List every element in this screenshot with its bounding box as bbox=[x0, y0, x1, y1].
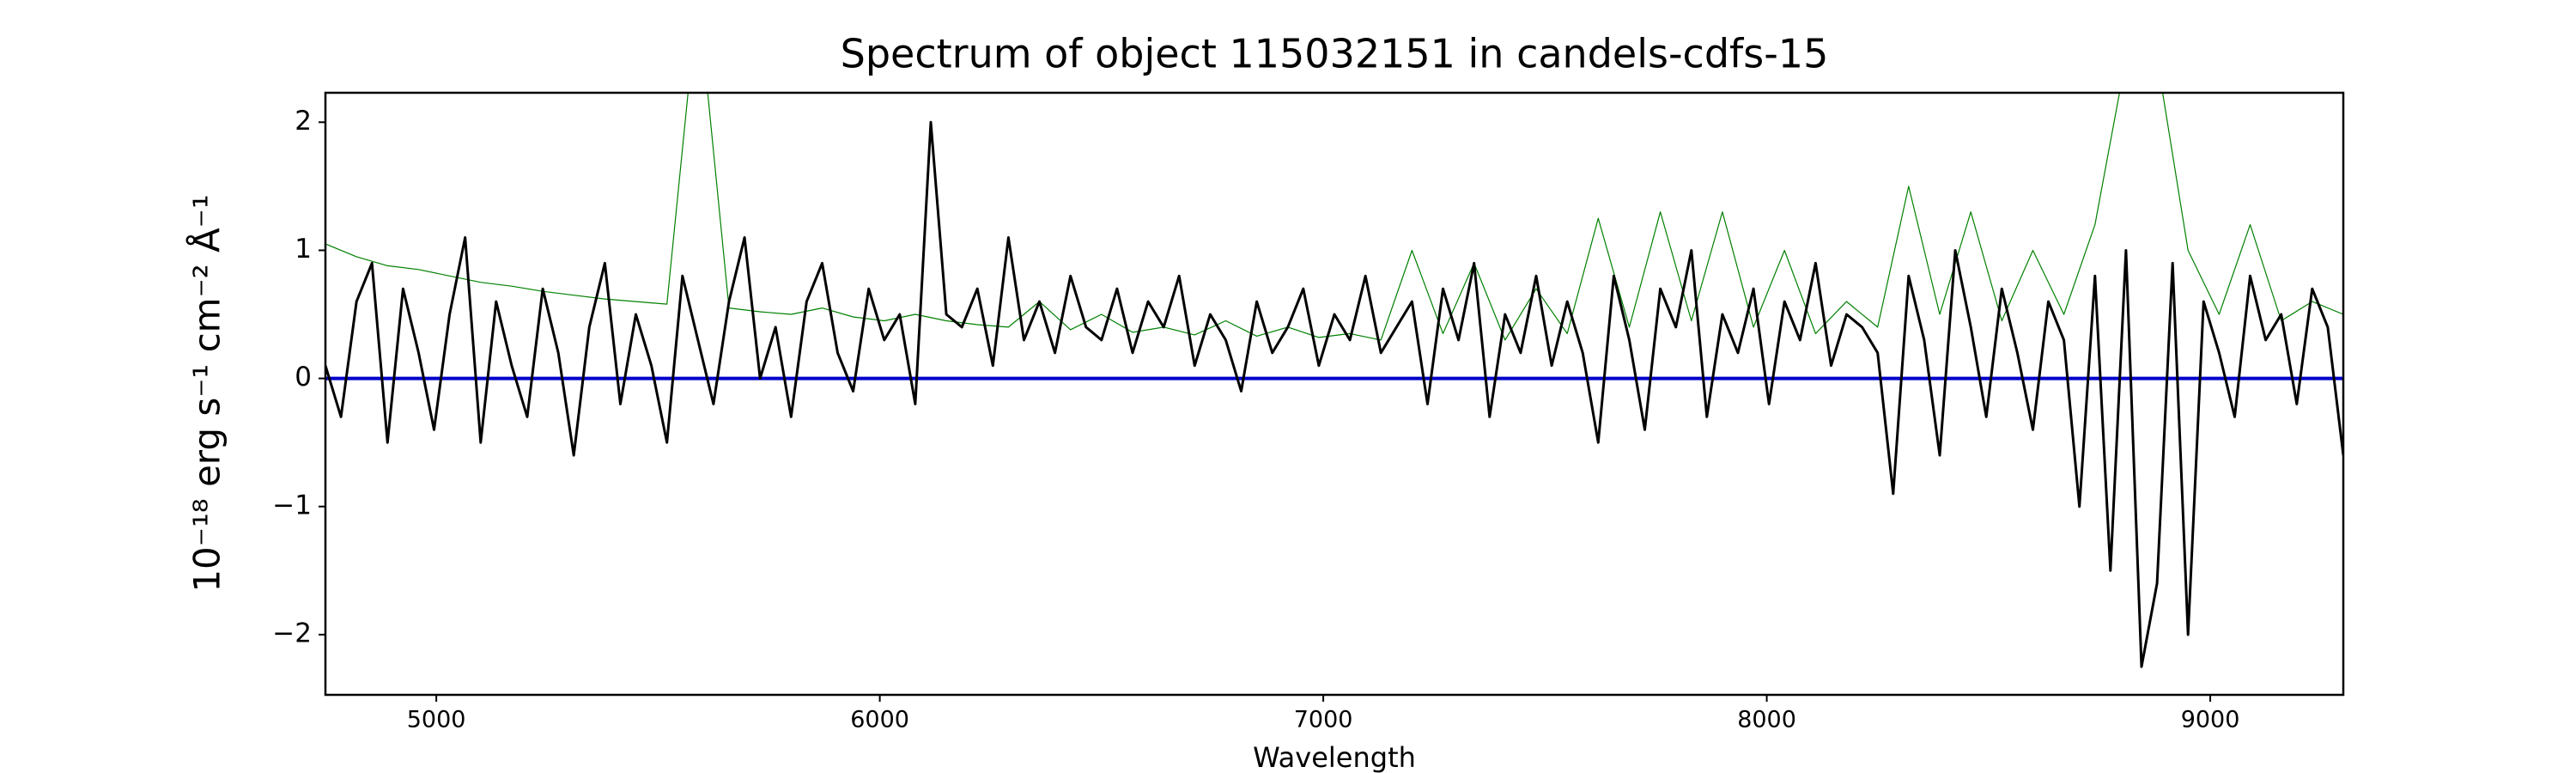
axes-frame bbox=[324, 91, 2345, 697]
y-axis-label: 10⁻¹⁸ erg s⁻¹ cm⁻² Å⁻¹ bbox=[185, 194, 228, 592]
x-tick-label: 7000 bbox=[1294, 707, 1353, 733]
plot-area bbox=[325, 93, 2343, 668]
y-tick-label: −1 bbox=[272, 490, 312, 520]
x-axis-label: Wavelength bbox=[1253, 741, 1416, 773]
x-tick-label: 8000 bbox=[1737, 707, 1796, 733]
y-tick-label: −2 bbox=[272, 618, 312, 648]
x-tick-label: 9000 bbox=[2181, 707, 2240, 733]
x-tick-label: 6000 bbox=[850, 707, 909, 733]
spectrum-line bbox=[325, 120, 2343, 668]
x-tick-label: 5000 bbox=[407, 707, 466, 733]
chart-title: Spectrum of object 115032151 in candels-… bbox=[841, 31, 1829, 77]
y-tick-label: 1 bbox=[295, 234, 312, 265]
y-tick-label: 2 bbox=[295, 106, 312, 137]
y-tick-label: 0 bbox=[295, 362, 312, 393]
